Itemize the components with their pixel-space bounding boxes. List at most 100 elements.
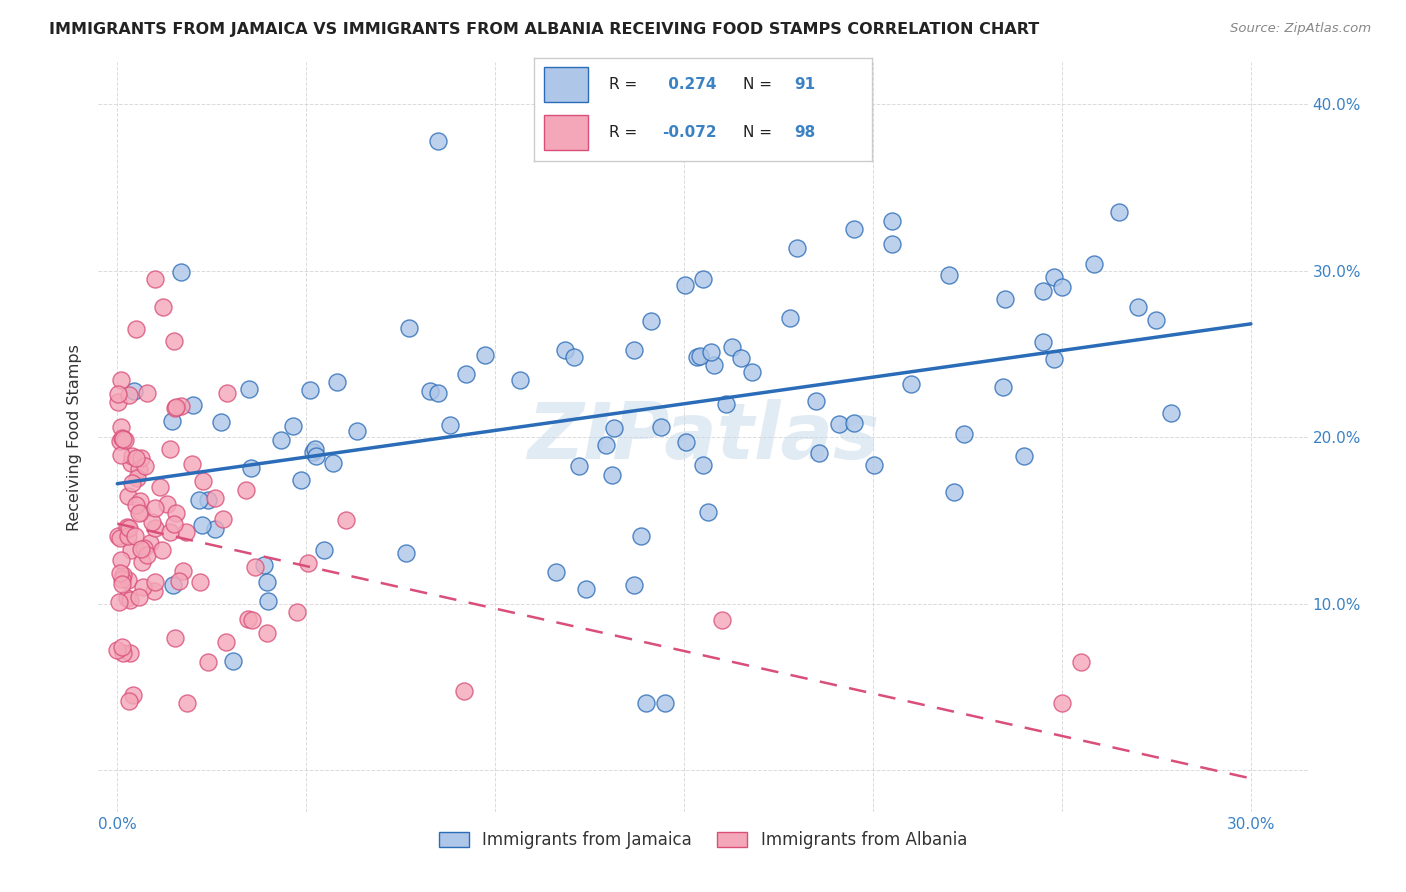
- Point: [786, 240, 808, 254]
- Point: [110, 373, 132, 387]
- Point: [165, 506, 187, 520]
- Text: 91: 91: [794, 77, 815, 92]
- Point: [253, 558, 276, 572]
- Point: [993, 379, 1015, 393]
- Point: [117, 490, 139, 504]
- Point: [290, 473, 312, 487]
- Point: [1032, 284, 1054, 298]
- Point: [120, 646, 142, 660]
- Point: [108, 566, 131, 580]
- Text: IMMIGRANTS FROM JAMAICA VS IMMIGRANTS FROM ALBANIA RECEIVING FOOD STAMPS CORRELA: IMMIGRANTS FROM JAMAICA VS IMMIGRANTS FR…: [49, 22, 1039, 37]
- Point: [703, 358, 725, 372]
- Point: [710, 613, 733, 627]
- Point: [131, 450, 153, 465]
- Point: [1032, 334, 1054, 349]
- Text: ZIPatlas: ZIPatlas: [527, 399, 879, 475]
- Point: [595, 437, 617, 451]
- Point: [256, 574, 278, 589]
- Text: 0.274: 0.274: [662, 77, 716, 92]
- Point: [159, 525, 181, 540]
- Point: [623, 343, 645, 358]
- Point: [131, 556, 153, 570]
- Point: [603, 421, 626, 435]
- Text: R =: R =: [609, 77, 641, 92]
- Point: [994, 292, 1017, 306]
- Point: [167, 574, 190, 589]
- Point: [297, 557, 319, 571]
- Point: [136, 386, 159, 401]
- Text: 98: 98: [794, 126, 815, 140]
- Point: [1144, 312, 1167, 326]
- Point: [302, 445, 325, 459]
- Point: [1070, 655, 1092, 669]
- Point: [107, 395, 129, 409]
- Point: [108, 531, 131, 545]
- Point: [238, 382, 260, 396]
- Point: [394, 546, 416, 560]
- Text: N =: N =: [744, 77, 778, 92]
- Point: [136, 548, 159, 562]
- Point: [193, 474, 215, 488]
- Point: [509, 373, 531, 387]
- Point: [398, 320, 420, 334]
- Point: [427, 134, 450, 148]
- Point: [129, 493, 152, 508]
- Point: [170, 399, 193, 413]
- Point: [953, 427, 976, 442]
- Point: [176, 524, 198, 539]
- Point: [143, 272, 166, 286]
- Point: [1012, 450, 1035, 464]
- Point: [131, 542, 153, 557]
- Point: [222, 654, 245, 668]
- Point: [567, 459, 589, 474]
- Point: [1108, 205, 1130, 219]
- Point: [270, 434, 292, 448]
- Point: [160, 414, 183, 428]
- Point: [118, 521, 141, 535]
- Point: [155, 497, 177, 511]
- Point: [197, 656, 219, 670]
- Point: [419, 384, 441, 399]
- Point: [112, 432, 135, 446]
- Point: [117, 573, 139, 587]
- Point: [623, 577, 645, 591]
- Point: [235, 483, 257, 497]
- Point: [176, 696, 198, 710]
- Point: [131, 580, 153, 594]
- Point: [779, 311, 801, 326]
- Point: [256, 626, 278, 640]
- Point: [115, 519, 138, 533]
- Point: [636, 697, 658, 711]
- Point: [243, 560, 266, 574]
- Point: [346, 424, 368, 438]
- Point: [120, 593, 142, 607]
- Point: [108, 434, 131, 448]
- Point: [197, 493, 219, 508]
- Point: [124, 528, 146, 542]
- Legend: Immigrants from Jamaica, Immigrants from Albania: Immigrants from Jamaica, Immigrants from…: [433, 824, 973, 855]
- Point: [204, 491, 226, 505]
- Point: [575, 582, 598, 596]
- Point: [880, 237, 903, 252]
- Point: [692, 458, 714, 473]
- Point: [828, 417, 851, 431]
- Point: [1050, 696, 1073, 710]
- Point: [128, 506, 150, 520]
- Point: [675, 434, 697, 449]
- Point: [110, 572, 132, 586]
- Point: [162, 578, 184, 592]
- Point: [125, 322, 148, 336]
- Point: [325, 375, 347, 389]
- Point: [105, 642, 128, 657]
- Point: [204, 522, 226, 536]
- Text: Source: ZipAtlas.com: Source: ZipAtlas.com: [1230, 22, 1371, 36]
- Text: N =: N =: [744, 126, 778, 140]
- Point: [554, 343, 576, 357]
- Point: [214, 635, 236, 649]
- Point: [943, 485, 966, 500]
- Point: [730, 351, 752, 365]
- Point: [1083, 258, 1105, 272]
- Point: [118, 388, 141, 402]
- Point: [304, 442, 326, 456]
- FancyBboxPatch shape: [544, 115, 588, 150]
